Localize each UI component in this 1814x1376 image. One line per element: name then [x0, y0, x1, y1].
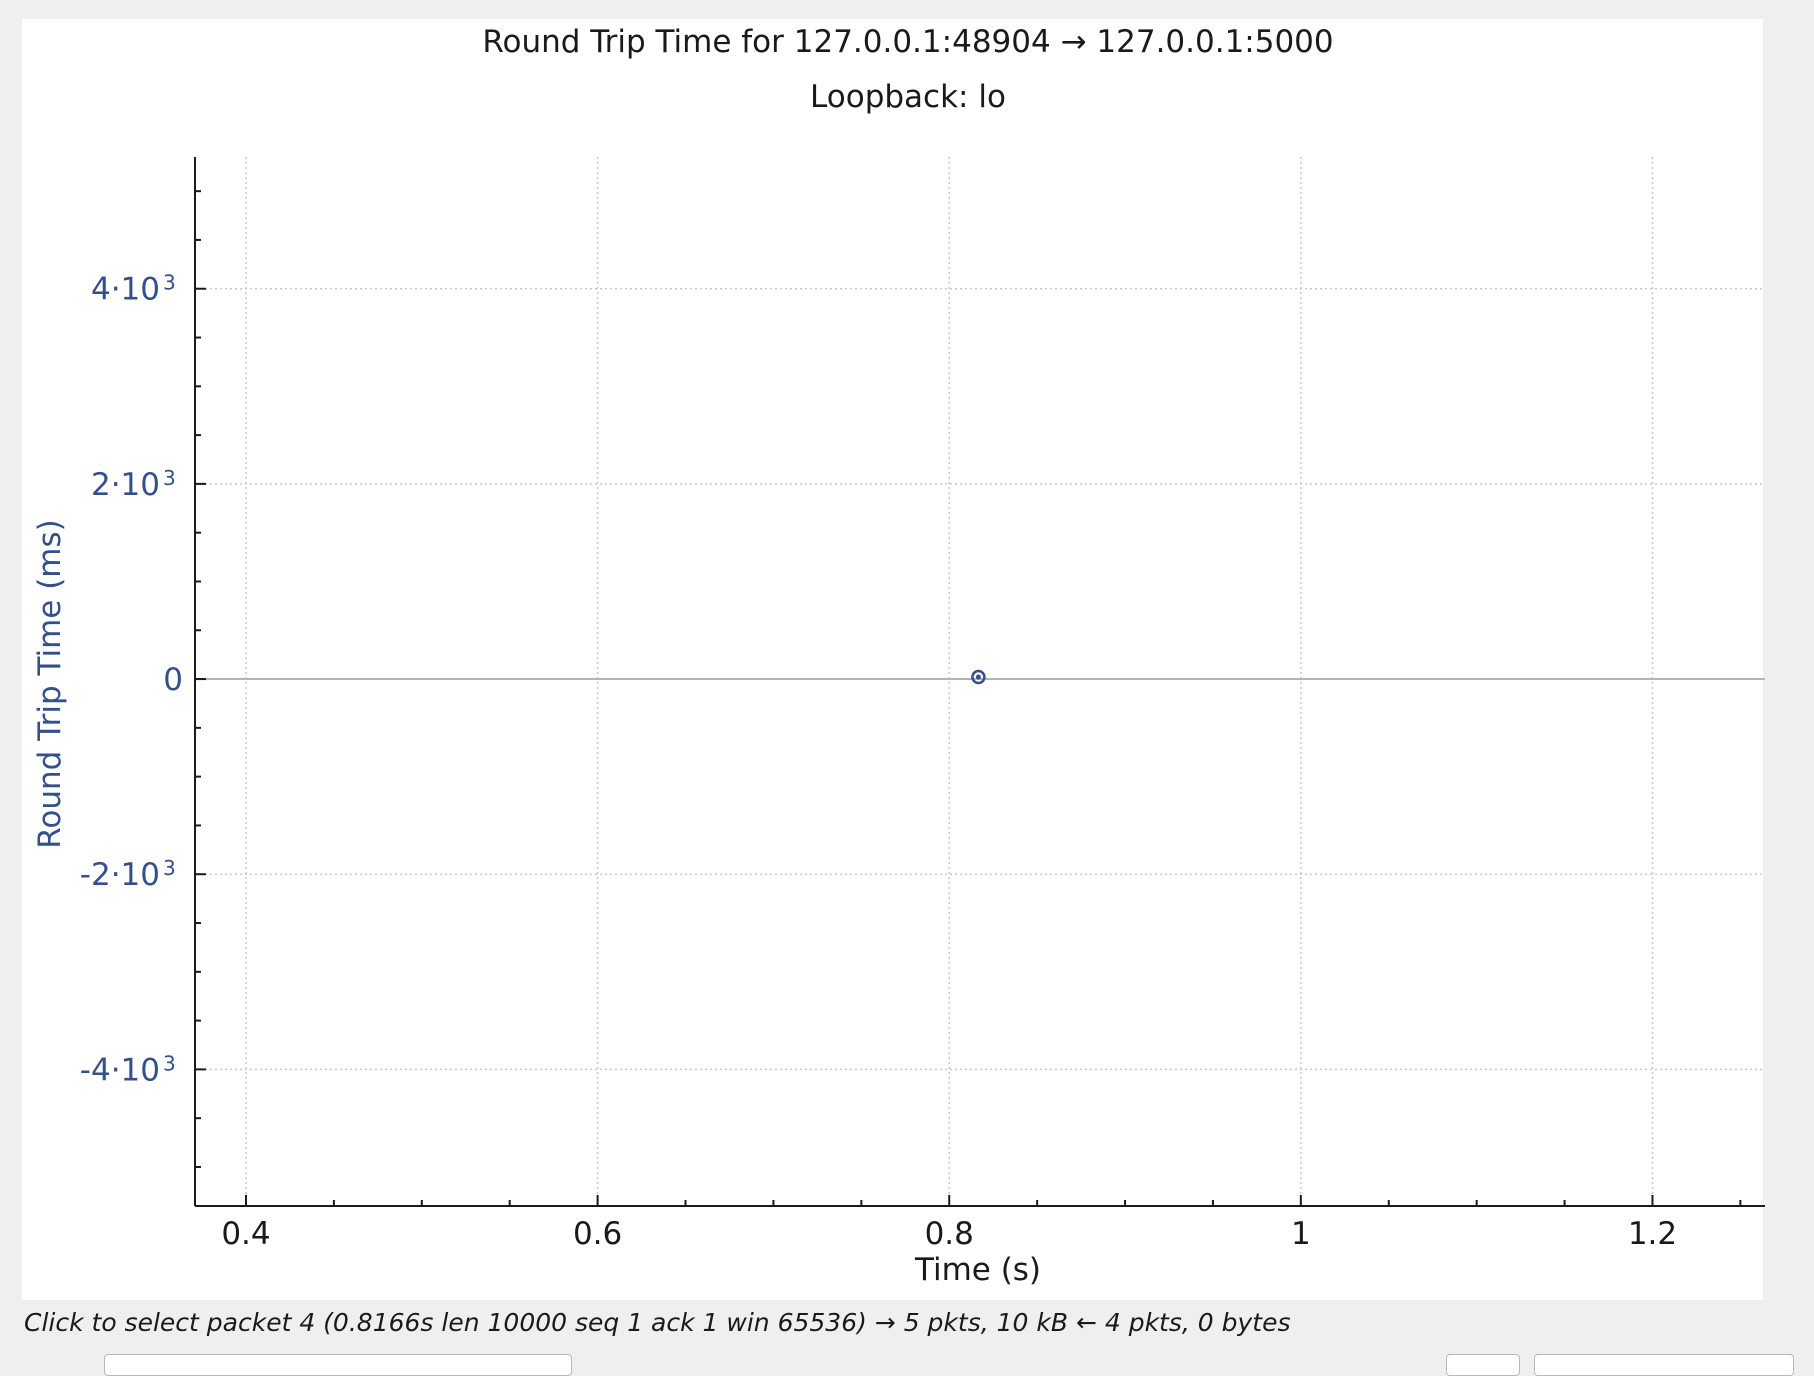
- y-axis-ticks: 4·10 32·10 30-2·10 3-4·10 3: [80, 190, 206, 1168]
- bottom-spin-box[interactable]: [1446, 1354, 1520, 1376]
- data-point-center: [975, 674, 981, 680]
- axes: [194, 157, 1765, 1207]
- y-tick-exponent: 3: [163, 466, 176, 490]
- data-point[interactable]: [971, 669, 986, 685]
- y-tick-label: -4·10: [80, 1052, 160, 1088]
- data-point-ring: [971, 669, 986, 685]
- chart-title: Round Trip Time for 127.0.0.1:48904 → 12…: [482, 24, 1333, 60]
- y-axis-label: Round Trip Time (ms): [32, 519, 68, 848]
- y-tick-mantissa: 4·10: [91, 272, 160, 308]
- x-tick-label: 0.6: [573, 1216, 622, 1252]
- chart-subtitle: Loopback: lo: [810, 79, 1006, 115]
- y-tick-mantissa: 2·10: [91, 467, 160, 503]
- y-tick-label: 0: [163, 662, 183, 698]
- bottom-combo-box[interactable]: [104, 1354, 572, 1376]
- bottom-button[interactable]: [1534, 1354, 1794, 1376]
- y-tick-label: -2·10: [80, 857, 160, 893]
- x-tick-label: 0.4: [221, 1216, 270, 1252]
- y-tick-mantissa: -4·10: [80, 1052, 160, 1088]
- y-tick-exponent: 3: [163, 271, 176, 295]
- x-axis-label: Time (s): [914, 1252, 1041, 1288]
- x-tick-label: 1.2: [1628, 1216, 1677, 1252]
- grid-lines: [195, 157, 1765, 1206]
- y-tick-exponent: 3: [163, 856, 176, 880]
- y-tick-exponent: 3: [163, 1051, 176, 1075]
- y-tick-mantissa: -2·10: [80, 857, 160, 893]
- data-points[interactable]: [971, 669, 986, 685]
- x-tick-label: 0.8: [925, 1216, 974, 1252]
- status-hint: Click to select packet 4 (0.8166s len 10…: [24, 1308, 1291, 1337]
- plot-panel[interactable]: [22, 19, 1763, 1300]
- x-axis-ticks: 0.4 0.6 0.8 1 1.2: [221, 1195, 1742, 1252]
- y-tick-label: 2·10: [91, 467, 160, 503]
- y-tick-mantissa: 0: [163, 662, 183, 698]
- x-tick-label: 1: [1291, 1216, 1311, 1252]
- y-tick-label: 4·10: [91, 272, 160, 308]
